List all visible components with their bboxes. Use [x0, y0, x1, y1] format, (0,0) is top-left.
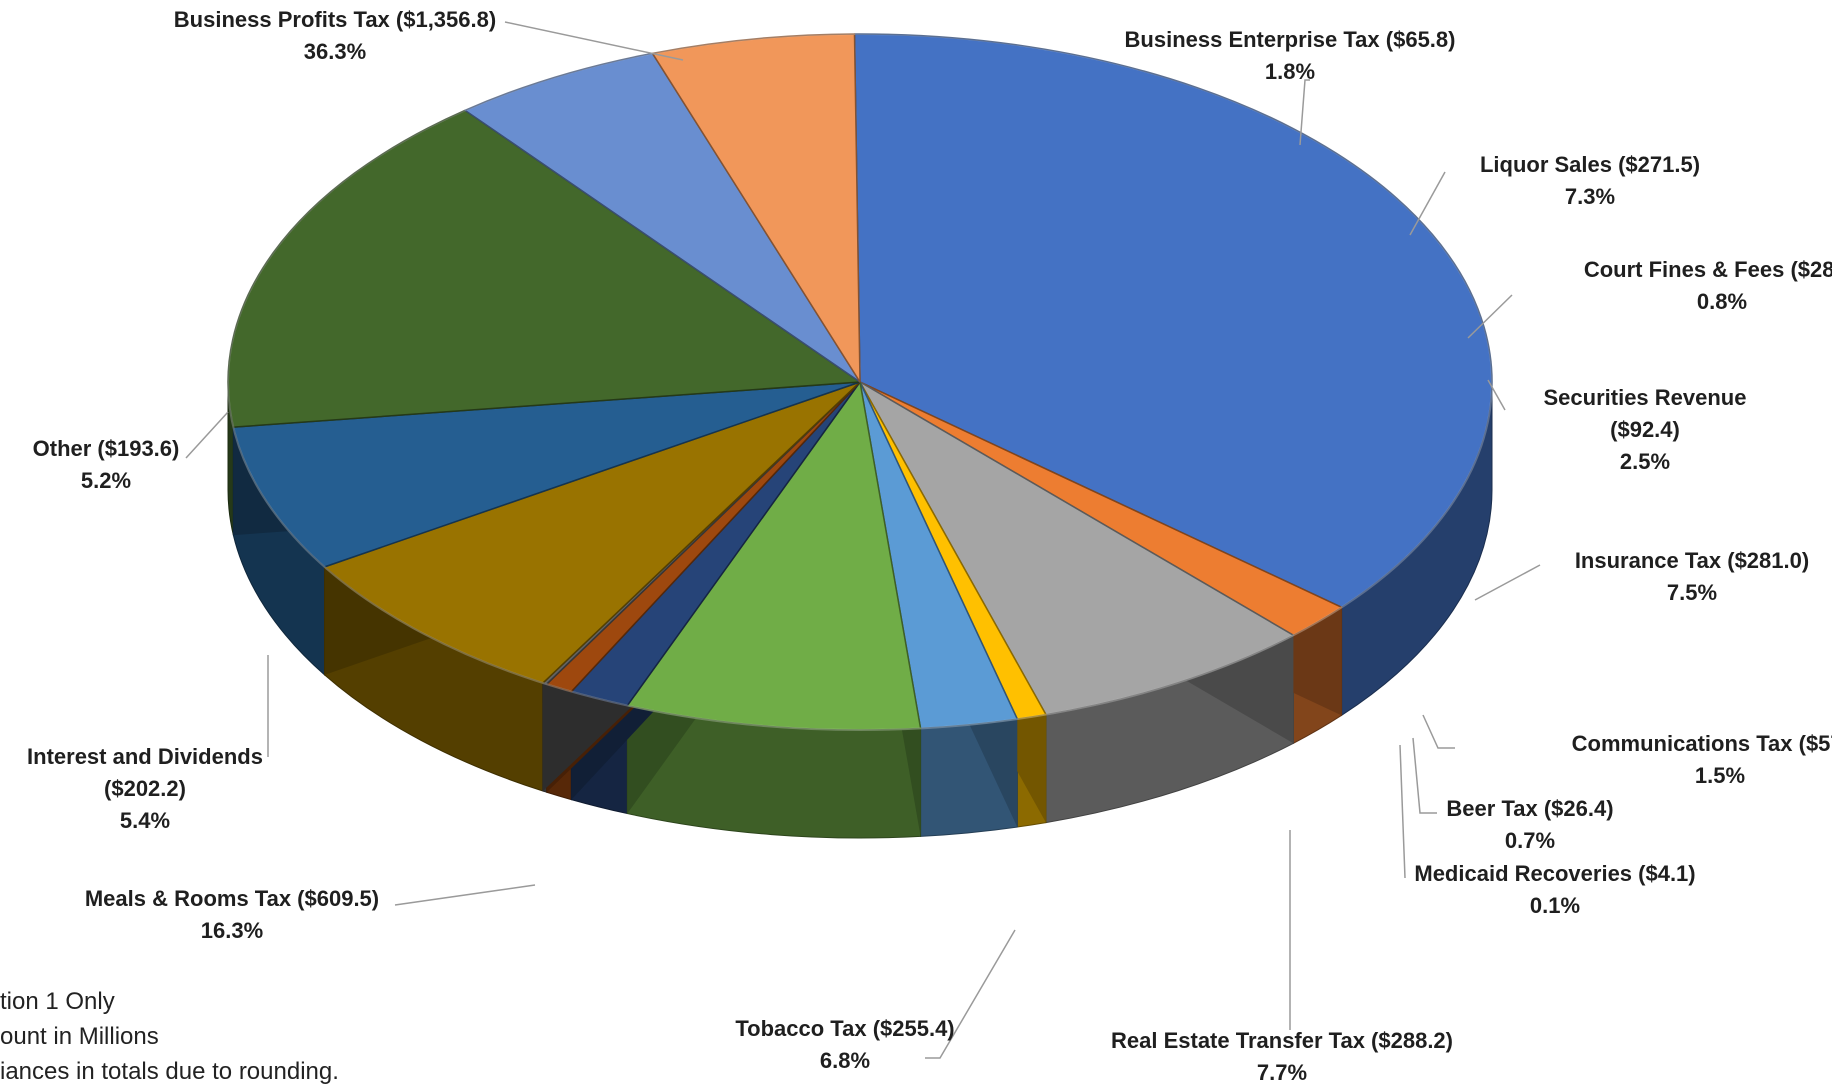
slice-label-10: Real Estate Transfer Tax ($288.2) 7.7% — [1111, 1028, 1453, 1085]
leader-line-2 — [1299, 79, 1310, 146]
slice-label-4: Court Fines & Fees ($28.0) 0.8% — [1584, 257, 1832, 314]
slice-label-10-line-2: 7.7% — [1257, 1060, 1307, 1085]
leader-line-1 — [504, 21, 684, 61]
slice-label-1: Business Profits Tax ($1,356.8) 36.3% — [174, 7, 496, 64]
slice-label-9-line-1: Medicaid Recoveries ($4.1) — [1414, 861, 1695, 886]
slice-label-3: Liquor Sales ($271.5) 7.3% — [1480, 152, 1700, 209]
slice-label-5-line-3: 2.5% — [1620, 449, 1670, 474]
slice-label-11-line-1: Tobacco Tax ($255.4) — [735, 1016, 954, 1041]
leader-line-12 — [394, 884, 536, 906]
slice-14 — [651, 33, 861, 383]
slice-label-8-line-1: Beer Tax ($26.4) — [1446, 796, 1613, 821]
leader-line-7 — [1422, 714, 1455, 749]
leader-line-9 — [1399, 744, 1406, 879]
slice-label-4-line-2: 0.8% — [1697, 289, 1747, 314]
slice-13 — [464, 52, 861, 383]
slice-label-7: Communications Tax ($57.8) 1.5% — [1572, 731, 1832, 788]
leader-line-14 — [185, 411, 229, 459]
leader-line-3 — [1409, 171, 1446, 236]
slice-label-13: Interest and Dividends ($202.2) 5.4% — [27, 744, 263, 833]
leader-lines — [185, 21, 1541, 1059]
slice-label-11: Tobacco Tax ($255.4) 6.8% — [735, 1016, 954, 1073]
slice-label-14: Other ($193.6) 5.2% — [33, 436, 180, 493]
slice-label-13-line-1: Interest and Dividends — [27, 744, 263, 769]
leader-line-11 — [925, 929, 1016, 1059]
pie-rim — [227, 33, 1493, 731]
leader-line-8 — [1412, 737, 1437, 814]
slice-label-13-line-2: ($202.2) — [104, 776, 186, 801]
slice-label-5: Securities Revenue ($92.4) 2.5% — [1544, 385, 1747, 474]
slice-label-3-line-2: 7.3% — [1565, 184, 1615, 209]
slice-label-7-line-2: 1.5% — [1695, 763, 1745, 788]
slice-label-3-line-1: Liquor Sales ($271.5) — [1480, 152, 1700, 177]
slice-label-1-line-2: 36.3% — [304, 39, 366, 64]
slice-label-6-line-1: Insurance Tax ($281.0) — [1575, 548, 1809, 573]
slice-label-6-line-2: 7.5% — [1667, 580, 1717, 605]
slice-label-13-line-3: 5.4% — [120, 808, 170, 833]
slice-label-6: Insurance Tax ($281.0) 7.5% — [1575, 548, 1809, 605]
slice-label-1-line-1: Business Profits Tax ($1,356.8) — [174, 7, 496, 32]
slice-label-5-line-2: ($92.4) — [1610, 417, 1680, 442]
slice-label-12: Meals & Rooms Tax ($609.5) 16.3% — [85, 886, 379, 943]
slice-label-9-line-2: 0.1% — [1530, 893, 1580, 918]
leader-line-6 — [1474, 564, 1541, 601]
slice-label-12-line-2: 16.3% — [201, 918, 263, 943]
slice-label-11-line-2: 6.8% — [820, 1048, 870, 1073]
slice-labels: Business Profits Tax ($1,356.8) 36.3% Busi… — [27, 7, 1832, 1085]
slice-label-8-line-2: 0.7% — [1505, 828, 1555, 853]
slice-label-7-line-1: Communications Tax ($57.8) — [1572, 731, 1832, 756]
slice-3 — [859, 381, 1295, 716]
slice-label-12-line-1: Meals & Rooms Tax ($609.5) — [85, 886, 379, 911]
leader-line-4 — [1467, 294, 1513, 339]
slice-label-4-line-1: Court Fines & Fees ($28.0) — [1584, 257, 1832, 282]
slice-label-2-line-2: 1.8% — [1265, 59, 1315, 84]
slice-10 — [323, 381, 861, 684]
slice-label-14-line-1: Other ($193.6) — [33, 436, 180, 461]
slice-6 — [626, 381, 922, 731]
slice-11 — [232, 381, 861, 568]
slice-label-5-line-1: Securities Revenue — [1544, 385, 1747, 410]
pie-top-faces — [227, 33, 1493, 731]
slice-12 — [227, 109, 861, 428]
slice-label-14-line-2: 5.2% — [81, 468, 131, 493]
slice-label-9: Medicaid Recoveries ($4.1) 0.1% — [1414, 861, 1695, 918]
slice-label-2-line-1: Business Enterprise Tax ($65.8) — [1125, 27, 1456, 52]
slice-label-8: Beer Tax ($26.4) 0.7% — [1446, 796, 1613, 853]
slice-1 — [853, 33, 1493, 609]
slice-label-2: Business Enterprise Tax ($65.8) 1.8% — [1125, 27, 1456, 84]
leader-line-5 — [1487, 379, 1506, 411]
slice-label-10-line-1: Real Estate Transfer Tax ($288.2) — [1111, 1028, 1453, 1053]
